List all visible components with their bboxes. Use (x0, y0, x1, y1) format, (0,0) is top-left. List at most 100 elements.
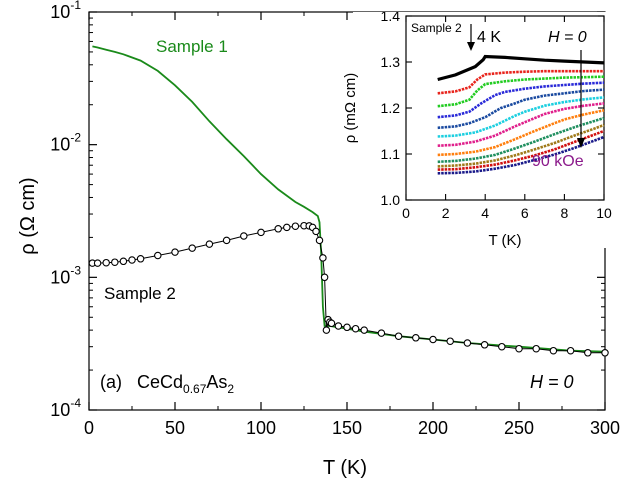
inset-series-line (437, 75, 605, 108)
data-point-sample-2 (351, 324, 360, 333)
inset-series-line (437, 116, 605, 164)
series-line-sample-2 (92, 225, 605, 354)
data-point-sample-2 (257, 228, 265, 237)
data-point-sample-2 (154, 251, 162, 260)
data-point-sample-2 (498, 342, 506, 351)
main-y-tick-base: 10 (50, 135, 70, 155)
data-point-sample-2 (429, 335, 437, 344)
main-series (88, 45, 609, 357)
main-y-tick-label: 10-3 (50, 263, 81, 287)
inset-90koe-label: 90 kOe (532, 153, 584, 170)
sample-2-label: Sample 2 (104, 284, 176, 303)
inset-series-line (437, 54, 605, 82)
inset-sample-label: Sample 2 (411, 21, 462, 35)
inset-series-line (437, 135, 605, 175)
data-point-sample-2 (119, 257, 128, 266)
inset-series-line (437, 102, 605, 147)
sample-1-label: Sample 1 (156, 37, 228, 56)
data-point-sample-2 (327, 319, 336, 328)
main-y-tick-base: 10 (50, 400, 70, 420)
inset-x-tick-label: 10 (596, 205, 612, 221)
data-point-sample-2 (532, 344, 540, 353)
data-point-sample-2 (480, 341, 489, 349)
main-y-tick-exponent: -2 (70, 131, 81, 145)
data-point-sample-2 (584, 349, 592, 357)
main-x-tick-label: 150 (332, 418, 362, 438)
data-point-sample-2 (463, 339, 472, 347)
data-point-sample-2 (283, 223, 291, 232)
data-point-sample-2 (240, 232, 248, 240)
main-x-axis-title: T (K) (323, 457, 367, 479)
inset-4k-arrow-head (467, 42, 475, 51)
compound-subscript-1: 0.67 (183, 382, 207, 396)
inset-x-tick-label: 6 (521, 205, 529, 221)
main-x-tick-label: 250 (504, 418, 534, 438)
main-y-tick-exponent: -1 (70, 0, 81, 12)
main-y-tick-label: 10-2 (50, 131, 81, 155)
data-point-sample-2 (334, 322, 343, 330)
inset-y-axis-title: ρ (mΩ cm) (342, 73, 359, 144)
data-point-sample-2 (343, 323, 351, 332)
main-x-tick-label: 300 (590, 418, 620, 438)
inset-4k-label: 4 K (477, 29, 501, 46)
inset-series-line (437, 88, 605, 130)
inset-series-line (437, 69, 604, 95)
data-point-sample-2 (102, 258, 110, 267)
inset-y-tick-label: 1.4 (381, 8, 401, 24)
data-point-sample-2 (360, 326, 368, 334)
inset-x-tick-label: 8 (561, 205, 569, 221)
data-point-sample-2 (222, 236, 231, 245)
inset-series-line (437, 96, 605, 138)
main-x-tick-label: 0 (84, 418, 94, 438)
data-point-sample-2 (315, 236, 324, 245)
inset-x-tick-label: 2 (442, 205, 450, 221)
inset-field-arrow-head (577, 138, 585, 148)
inset-series-line (437, 123, 605, 168)
data-point-sample-2 (446, 337, 454, 345)
data-point-sample-2 (111, 258, 119, 266)
main-y-tick-base: 10 (50, 267, 70, 287)
data-point-sample-2 (274, 225, 282, 233)
main-field-label: H = 0 (530, 372, 574, 392)
data-point-sample-2 (205, 240, 214, 248)
compound-mid: As (206, 372, 227, 392)
inset-x-tick-label: 0 (402, 205, 410, 221)
data-point-sample-2 (394, 332, 403, 340)
data-point-sample-2 (312, 227, 320, 236)
data-point-sample-2 (188, 244, 196, 252)
compound-label: (a) CeCd0.67As2 (100, 372, 234, 396)
data-point-sample-2 (319, 254, 327, 262)
inset-y-tick-label: 1.2 (381, 100, 401, 116)
data-point-sample-2 (549, 346, 558, 355)
inset-x-tick-label: 4 (481, 205, 489, 221)
compound-subscript-2: 2 (227, 382, 234, 396)
data-point-sample-2 (566, 346, 575, 355)
main-y-tick-exponent: -4 (70, 396, 81, 410)
data-point-sample-2 (322, 326, 331, 334)
data-point-sample-2 (377, 329, 386, 337)
inset-y-tick-label: 1.0 (381, 192, 401, 208)
inset-x-axis-title: T (K) (488, 232, 521, 249)
main-y-tick-label: 10-4 (50, 396, 81, 420)
data-point-sample-2 (291, 222, 300, 230)
data-point-sample-2 (601, 349, 609, 357)
inset-h0-label: H = 0 (548, 29, 587, 46)
data-point-sample-2 (412, 334, 420, 342)
inset-tick-labels: 0 2 4 6 8 10 1.0 1.1 1.2 1.3 1.4 (381, 8, 612, 221)
main-y-tick-label: 10-1 (50, 0, 81, 22)
inset-y-tick-label: 1.1 (381, 146, 401, 162)
main-y-tick-exponent: -3 (70, 263, 81, 277)
main-x-tick-label: 200 (418, 418, 448, 438)
main-x-tick-label: 100 (246, 418, 276, 438)
inset-y-tick-label: 1.3 (381, 54, 401, 70)
panel-label: (a) (100, 372, 122, 392)
data-point-sample-2 (93, 259, 102, 267)
main-y-tick-base: 10 (50, 2, 70, 22)
data-point-sample-2 (320, 273, 329, 282)
main-x-tick-label: 50 (165, 418, 185, 438)
data-point-sample-2 (136, 255, 145, 263)
compound-base: CeCd (137, 372, 183, 392)
data-point-sample-2 (171, 248, 179, 256)
